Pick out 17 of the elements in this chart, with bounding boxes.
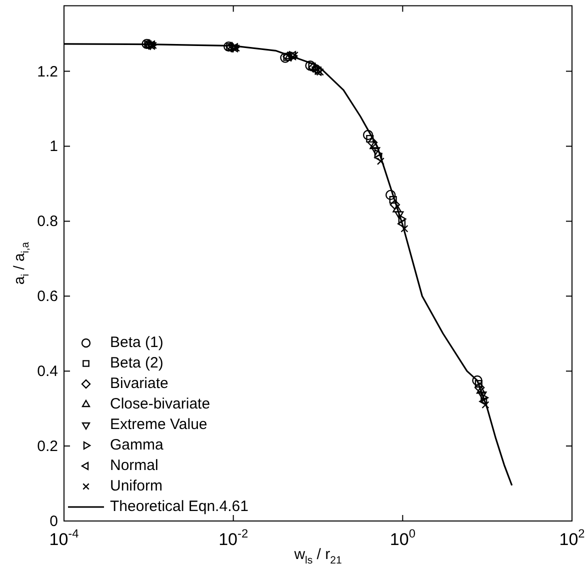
y-tick-label: 0.6 [37, 288, 58, 306]
y-tick-label: 0.2 [37, 438, 58, 456]
legend-label: Close-bivariate [110, 396, 210, 413]
legend-label: Uniform [110, 478, 163, 495]
y-axis-title: ai / ai,a [11, 242, 32, 285]
legend-label: Normal [110, 457, 158, 474]
y-tick-label: 1 [50, 138, 58, 156]
y-tick-label: 0.8 [37, 213, 58, 230]
y-tick-label: 0 [50, 513, 58, 530]
legend-label: Beta (1) [110, 334, 164, 352]
legend-label: Beta (2) [110, 354, 164, 372]
y-tick-label: 0.4 [37, 363, 58, 380]
legend-label: Extreme Value [110, 416, 208, 434]
legend-label: Theoretical Eqn.4.61 [110, 498, 248, 516]
y-tick-label: 1.2 [37, 63, 58, 80]
legend-label: Bivariate [110, 375, 168, 392]
legend-label: Gamma [110, 436, 164, 454]
